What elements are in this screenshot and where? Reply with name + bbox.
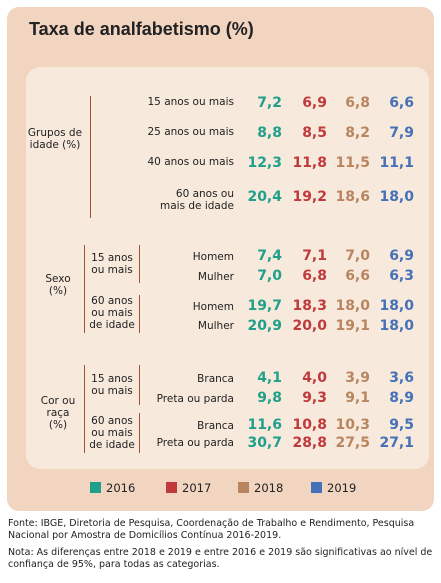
divider-race (84, 365, 85, 453)
value-s1-2018: 7,0 (345, 248, 370, 264)
legend-swatch-2019 (311, 482, 322, 493)
value-c2-2016: 9,8 (257, 390, 282, 406)
divider-race-sub2 (139, 413, 140, 453)
row-label: 40 anos ou mais (147, 156, 235, 168)
legend-label-2017: 2017 (182, 481, 212, 495)
divider-sex-sub1 (139, 245, 140, 283)
value-a1-2017: 6,9 (302, 95, 327, 111)
value-a4-2016: 20,4 (247, 189, 282, 205)
value-a2-2016: 8,8 (257, 125, 282, 141)
value-a1-2016: 7,2 (257, 95, 282, 111)
value-s2-2019: 6,3 (389, 268, 414, 284)
source-note: Fonte: IBGE, Diretoria de Pesquisa, Coor… (8, 518, 415, 541)
value-c1-2019: 3,6 (389, 370, 414, 386)
value-a1-2018: 6,8 (345, 95, 370, 111)
value-c4-2016: 30,7 (247, 435, 282, 451)
subgroup-race-15: 15 anos ou mais (91, 373, 133, 397)
value-s4-2016: 20,9 (247, 318, 282, 334)
legend-swatch-2017 (166, 482, 177, 493)
value-c1-2018: 3,9 (345, 370, 370, 386)
divider-age (90, 96, 91, 218)
legend-label-2018: 2018 (254, 481, 284, 495)
value-c1-2017: 4,0 (302, 370, 327, 386)
row-label: Preta ou parda (156, 437, 234, 449)
value-s4-2019: 18,0 (379, 318, 414, 334)
legend-label-2019: 2019 (327, 481, 357, 495)
table-panel (26, 67, 429, 469)
value-a4-2019: 18,0 (379, 189, 414, 205)
divider-sex (84, 245, 85, 333)
value-s2-2018: 6,6 (345, 268, 370, 284)
row-label: 25 anos ou mais (147, 126, 235, 138)
value-a3-2018: 11,5 (335, 155, 370, 171)
value-a4-2017: 19,2 (292, 189, 327, 205)
value-a1-2019: 6,6 (389, 95, 414, 111)
subgroup-race-60: 60 anos ou mais de idade (89, 415, 135, 451)
divider-sex-sub2 (139, 295, 140, 333)
value-c2-2018: 9,1 (345, 390, 370, 406)
legend-swatch-2018 (238, 482, 249, 493)
value-s3-2019: 18,0 (379, 298, 414, 314)
group-label-sex: Sexo (%) (45, 273, 71, 297)
value-c3-2017: 10,8 (292, 417, 327, 433)
value-c3-2016: 11,6 (247, 417, 282, 433)
value-c3-2019: 9,5 (389, 417, 414, 433)
value-c2-2017: 9,3 (302, 390, 327, 406)
chart-panel: Taxa de analfabetismo (%) (7, 7, 434, 511)
value-s3-2016: 19,7 (247, 298, 282, 314)
subgroup-sex-15: 15 anos ou mais (91, 252, 133, 276)
value-a2-2018: 8,2 (345, 125, 370, 141)
legend-label-2016: 2016 (106, 481, 136, 495)
value-c4-2018: 27,5 (335, 435, 370, 451)
value-a2-2017: 8,5 (302, 125, 327, 141)
group-label-race: Cor ou raça (%) (40, 395, 76, 431)
value-c4-2019: 27,1 (379, 435, 414, 451)
value-s3-2018: 18,0 (335, 298, 370, 314)
divider-race-sub1 (139, 365, 140, 405)
legend-swatch-2016 (90, 482, 101, 493)
value-s1-2019: 6,9 (389, 248, 414, 264)
row-label: Homem (192, 301, 234, 313)
value-a2-2019: 7,9 (389, 125, 414, 141)
value-s2-2016: 7,0 (257, 268, 282, 284)
value-a4-2018: 18,6 (335, 189, 370, 205)
value-c4-2017: 28,8 (292, 435, 327, 451)
value-a3-2017: 11,8 (292, 155, 327, 171)
value-a3-2019: 11,1 (379, 155, 414, 171)
value-s4-2018: 19,1 (335, 318, 370, 334)
row-label: 15 anos ou mais (147, 96, 235, 108)
value-s4-2017: 20,0 (292, 318, 327, 334)
subgroup-sex-60: 60 anos ou mais de idade (89, 295, 135, 331)
row-label: Branca (197, 373, 234, 385)
row-label: Homem (192, 251, 234, 263)
chart-title: Taxa de analfabetismo (%) (29, 19, 254, 39)
value-s3-2017: 18,3 (292, 298, 327, 314)
value-s2-2017: 6,8 (302, 268, 327, 284)
value-s1-2016: 7,4 (257, 248, 282, 264)
group-label-age: Grupos de idade (%) (27, 127, 83, 151)
value-a3-2016: 12,3 (247, 155, 282, 171)
value-c2-2019: 8,9 (389, 390, 414, 406)
significance-note: Nota: As diferenças entre 2018 e 2019 e … (8, 547, 433, 570)
row-label: Branca (197, 420, 234, 432)
row-label: Mulher (197, 320, 234, 332)
row-label: Mulher (197, 271, 234, 283)
value-s1-2017: 7,1 (302, 248, 327, 264)
row-label: 60 anos ou mais de idade (160, 188, 234, 212)
value-c1-2016: 4,1 (257, 370, 282, 386)
row-label: Preta ou parda (156, 393, 234, 405)
value-c3-2018: 10,3 (335, 417, 370, 433)
